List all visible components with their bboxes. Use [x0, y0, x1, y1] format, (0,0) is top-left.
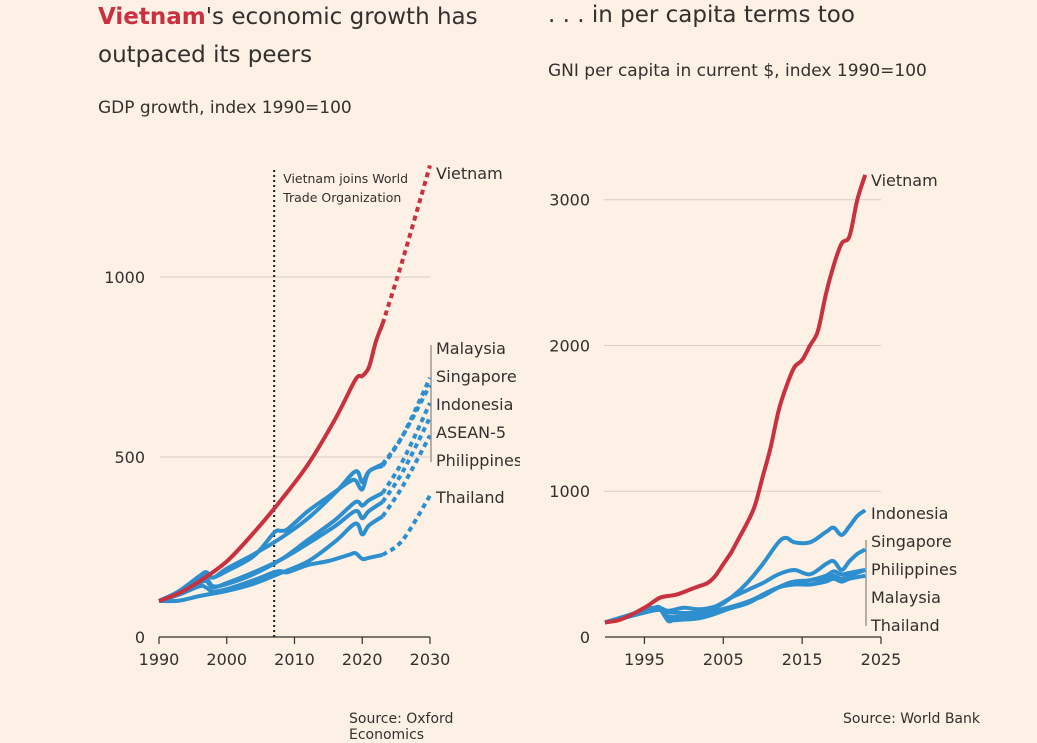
- series-label-vietnam: Vietnam: [871, 171, 938, 190]
- series-line-malaysia: [158, 462, 384, 603]
- series-label-philippines: Philippines: [436, 451, 522, 470]
- wto-annotation-line-2: Trade Organization: [282, 190, 401, 205]
- series-forecast-philippines: [380, 434, 432, 518]
- x-tick-label-2020: 2020: [342, 650, 383, 669]
- series-label-asean-5: ASEAN-5: [436, 423, 506, 442]
- left-title-rest: 's economic growth has outpaced its peer…: [98, 4, 478, 68]
- y-tick-label-0: 0: [580, 628, 590, 647]
- series-forecast-thailand: [381, 494, 432, 557]
- series-line-vietnam: [158, 323, 385, 603]
- left-title-highlight: Vietnam: [98, 4, 206, 30]
- series-label-thailand: Thailand: [435, 488, 505, 507]
- x-tick-label-2015: 2015: [782, 650, 823, 669]
- right-chart-subtitle: GNI per capita in current $, index 1990=…: [548, 61, 927, 81]
- series-label-malaysia: Malaysia: [436, 339, 506, 358]
- y-tick-label-1000: 1000: [549, 482, 590, 501]
- left-chart-title: Vietnam's economic growth has outpaced i…: [98, 0, 498, 74]
- y-tick-label-500: 500: [114, 448, 145, 467]
- left-panel: Vietnam's economic growth has outpaced i…: [0, 0, 522, 743]
- y-tick-label-3000: 3000: [549, 191, 590, 210]
- series-label-singapore: Singapore: [871, 532, 952, 551]
- series-line-indonesia: [604, 508, 867, 625]
- series-line-philippines: [158, 514, 384, 604]
- left-chart-source: Source: Oxford Economics: [349, 711, 454, 743]
- series-forecast-singapore: [380, 376, 432, 468]
- right-panel: . . . in per capita terms too GNI per ca…: [520, 0, 1037, 740]
- series-label-singapore: Singapore: [436, 367, 517, 386]
- x-tick-label-2000: 2000: [206, 650, 247, 669]
- x-tick-label-1995: 1995: [624, 650, 665, 669]
- series-line-thailand: [604, 573, 866, 625]
- series-label-indonesia: Indonesia: [436, 395, 513, 414]
- series-forecast-indonesia: [380, 402, 432, 495]
- y-tick-label-0: 0: [135, 628, 145, 647]
- right-chart-source: Source: World Bank: [843, 711, 980, 727]
- gdp-growth-chart: 0 500 1000 1990 2000 2010 2020 2030 Vietnam join…: [104, 164, 522, 669]
- series-label-vietnam: Vietnam: [436, 164, 503, 183]
- x-tick-label-1990: 1990: [139, 650, 180, 669]
- x-tick-label-2030: 2030: [410, 650, 451, 669]
- x-tick-label-2025: 2025: [861, 650, 902, 669]
- series-label-thailand: Thailand: [870, 616, 940, 635]
- x-tick-label-2010: 2010: [274, 650, 315, 669]
- wto-annotation-line-1: Vietnam joins World: [283, 171, 408, 186]
- series-label-philippines: Philippines: [871, 560, 957, 579]
- y-tick-label-2000: 2000: [549, 336, 590, 355]
- left-chart-subtitle: GDP growth, index 1990=100: [98, 98, 352, 118]
- series-label-indonesia: Indonesia: [871, 504, 948, 523]
- right-chart-title: . . . in per capita terms too: [548, 2, 855, 28]
- gni-per-capita-chart: 0 1000 2000 3000 1995 2005 2015 2025 Vietnam Indo…: [549, 171, 957, 669]
- series-forecast-vietnam: [380, 164, 432, 325]
- series-label-malaysia: Malaysia: [871, 588, 941, 607]
- x-tick-label-2005: 2005: [703, 650, 744, 669]
- series-forecast-asean-5: [380, 416, 432, 504]
- y-tick-label-1000: 1000: [104, 268, 145, 287]
- series-line-vietnam: [604, 174, 868, 625]
